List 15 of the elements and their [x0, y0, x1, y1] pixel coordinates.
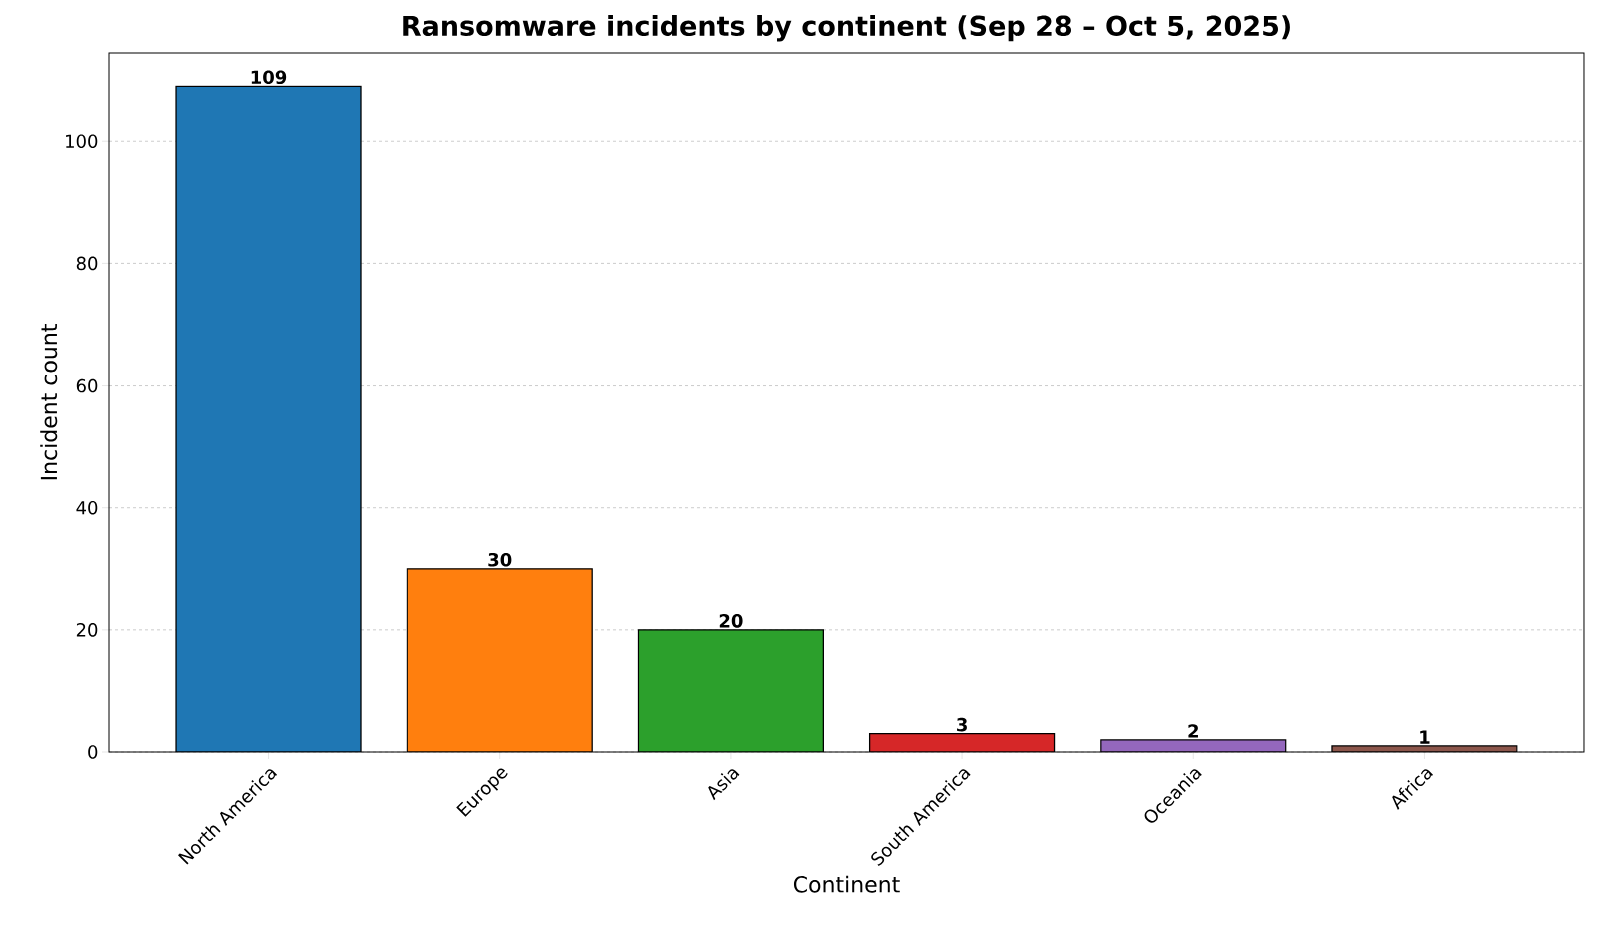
x-axis-title: Continent — [793, 875, 900, 893]
y-tick-label: 60 — [76, 378, 98, 393]
y-axis-title: Incident count — [40, 324, 58, 480]
data-label: 30 — [488, 552, 512, 567]
y-tick-label: 80 — [76, 256, 98, 271]
data-label: 1 — [1420, 730, 1430, 744]
chart-title: Ransomware incidents by continent (Sep 28 – Oct 5, 2025) — [403, 15, 1290, 42]
y-tick-label: 20 — [76, 623, 98, 637]
y-tick-label: 0 — [88, 745, 98, 759]
y-tick-label: 100 — [66, 134, 98, 149]
data-label: 109 — [251, 70, 287, 85]
data-label: 3 — [957, 717, 967, 732]
y-tick-label: 40 — [76, 500, 98, 515]
data-label: 20 — [719, 614, 743, 628]
data-label: 2 — [1188, 724, 1198, 738]
